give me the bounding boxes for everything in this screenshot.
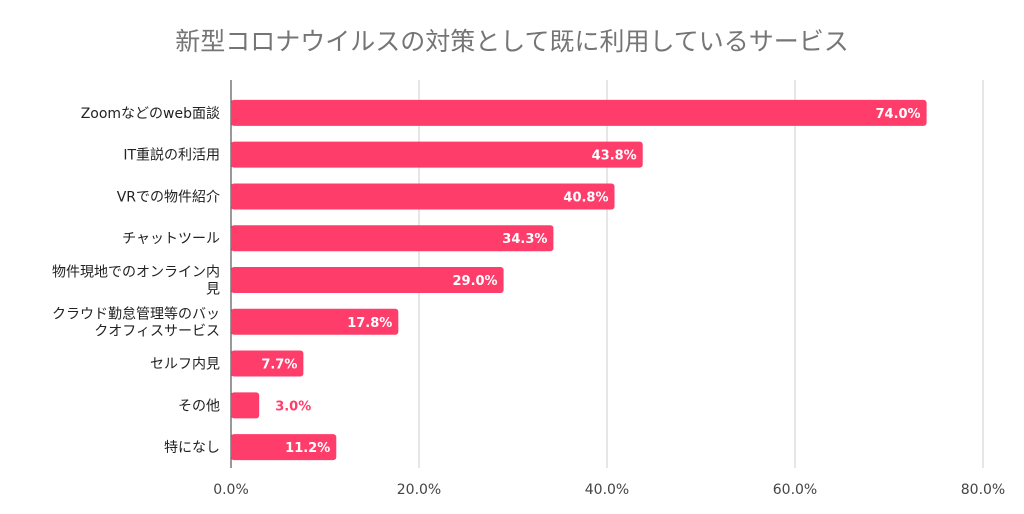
category-label: VRでの物件紹介 (117, 189, 220, 205)
category-label: チャットツール (122, 231, 220, 247)
category-label: 物件現地でのオンライン内見 (52, 265, 220, 298)
bar (231, 225, 554, 252)
bar (231, 99, 927, 126)
x-tick-label: 40.0% (585, 482, 629, 498)
data-label: 43.8% (592, 149, 637, 164)
x-tick-label: 20.0% (397, 482, 441, 498)
category-label: 特になし (164, 440, 220, 456)
data-label: 40.8% (563, 190, 608, 205)
x-tick-label: 80.0% (961, 482, 1005, 498)
category-label: セルフ内見 (150, 357, 220, 373)
bar (231, 308, 399, 335)
category-label: IT重説の利活用 (123, 148, 220, 164)
bar (231, 183, 615, 210)
data-label: 74.0% (875, 107, 920, 122)
data-label: 7.7% (261, 358, 297, 373)
x-tick-label: 0.0% (213, 482, 249, 498)
category-label: その他 (178, 398, 220, 414)
bar (231, 267, 504, 293)
data-label: 34.3% (502, 232, 547, 247)
data-label: 3.0% (275, 399, 311, 414)
bar (231, 392, 260, 419)
category-label: クラウド勤怠管理等のバックオフィスサービス (52, 305, 220, 339)
data-label: 11.2% (285, 441, 330, 456)
category-label: Zoomなどのweb面談 (81, 106, 220, 122)
data-label: 29.0% (452, 274, 497, 289)
bar (231, 434, 337, 461)
chart-title: 新型コロナウイルスの対策として既に利用しているサービス (175, 27, 849, 56)
x-tick-label: 60.0% (773, 482, 817, 498)
bar (231, 350, 304, 377)
data-label: 17.8% (347, 316, 392, 331)
bar (231, 141, 643, 168)
